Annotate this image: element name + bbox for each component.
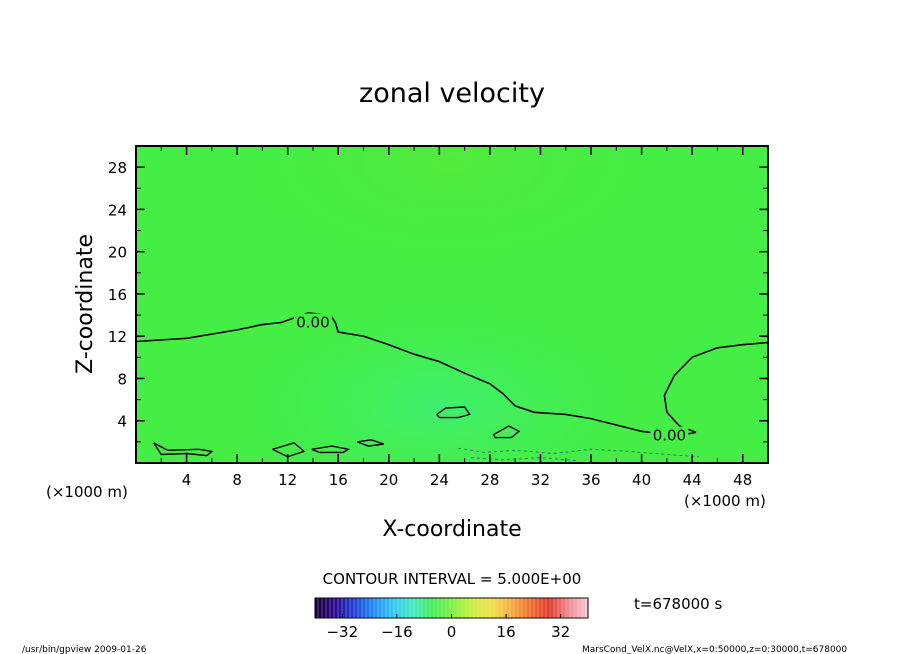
y-tick-label: 16 — [108, 286, 127, 304]
y-tick-label: 24 — [108, 201, 127, 219]
colorbar-tick-label: −32 — [326, 623, 358, 641]
footer-left: /usr/bin/gpview 2009-01-26 — [22, 645, 147, 654]
colorbar-tick-label: 32 — [551, 623, 570, 641]
colorbar-tick-label: −16 — [381, 623, 413, 641]
contour-label-bg — [650, 426, 689, 444]
small-contour-0 — [436, 406, 471, 419]
contour-labels: 0.00 0.00 — [293, 313, 689, 445]
colorbar-stripes — [317, 598, 587, 618]
zero-contour-main — [135, 312, 697, 437]
x-tick-label: 32 — [531, 471, 550, 489]
colorbar-ticks: −32 −16 0 16 32 — [326, 614, 570, 641]
contour-label-bg — [293, 313, 332, 331]
y-axis-ticks: 4 8 12 16 20 24 28 — [108, 159, 768, 443]
footer-right: MarsCond_VelX.nc@VelX,x=0:50000,z=0:3000… — [582, 645, 847, 654]
colorbar-tick-label: 16 — [497, 623, 516, 641]
small-contour-5 — [356, 439, 384, 447]
y-tick-label: 12 — [108, 328, 127, 346]
x-tick-label: 48 — [733, 471, 752, 489]
small-contour-4 — [311, 445, 351, 454]
x-tick-label: 8 — [232, 471, 242, 489]
chart-title: zonal velocity — [359, 78, 545, 109]
dashed-contour-1 — [470, 457, 579, 462]
x-tick-label: 44 — [683, 471, 702, 489]
plot-frame — [135, 145, 769, 464]
contour-lines — [135, 312, 769, 462]
x-tick-label: 12 — [278, 471, 297, 489]
small-contour-3 — [272, 442, 306, 458]
colorbar-tick-label: 0 — [447, 623, 457, 641]
x-tick-label: 28 — [480, 471, 499, 489]
x-tick-label: 4 — [182, 471, 192, 489]
x-tick-label: 40 — [632, 471, 651, 489]
contour-label: 0.00 — [653, 427, 686, 445]
x-unit-right: (×1000 m) — [684, 492, 766, 510]
x-axis-ticks: 4 8 12 16 20 24 28 32 36 40 44 48 — [160, 146, 752, 489]
contour-interval-text: CONTOUR INTERVAL = 5.000E+00 — [323, 570, 582, 588]
plot-area: 0.000.00 4 8 12 16 20 24 28 32 36 40 44 48 48121620… — [108, 145, 769, 489]
x-tick-label: 36 — [581, 471, 600, 489]
x-axis-label: X-coordinate — [382, 517, 521, 542]
shading-upper-center — [136, 146, 768, 463]
y-tick-label: 4 — [117, 413, 127, 431]
y-axis-label: Z-coordinate — [73, 234, 98, 374]
zero-contour-right — [663, 341, 769, 434]
x-unit-left: (×1000 m) — [46, 483, 128, 501]
dashed-contour-0 — [458, 447, 699, 458]
x-tick-label: 24 — [430, 471, 449, 489]
contour-label: 0.00 — [296, 313, 329, 331]
small-contour-2 — [153, 442, 214, 457]
x-tick-label: 20 — [379, 471, 398, 489]
y-tick-label: 8 — [117, 370, 127, 388]
small-contour-1 — [493, 425, 521, 439]
x-tick-label: 16 — [329, 471, 348, 489]
time-text: t=678000 s — [634, 595, 722, 613]
y-tick-label: 28 — [108, 159, 127, 177]
y-tick-label: 20 — [108, 244, 127, 262]
